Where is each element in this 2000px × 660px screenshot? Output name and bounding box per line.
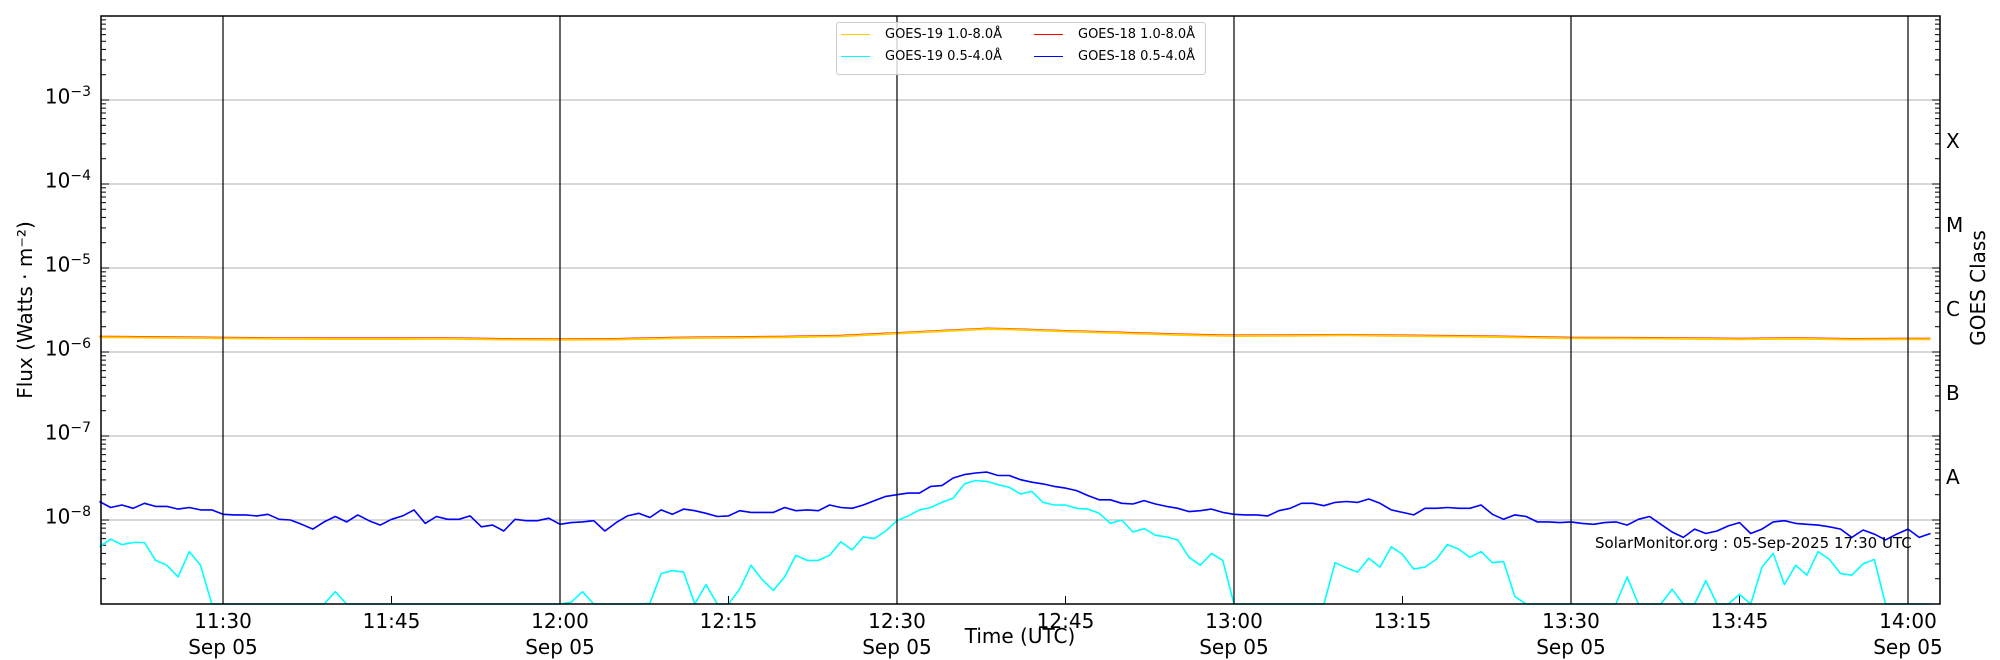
- legend-label: GOES-19 1.0-8.0Å: [885, 27, 1003, 42]
- x-tick-label: 13:45: [1679, 608, 1799, 634]
- x-tick-label: 11:45: [331, 608, 451, 634]
- x-tick-label: 13:15: [1342, 608, 1462, 634]
- legend-label: GOES-18 1.0-8.0Å: [1078, 27, 1196, 42]
- x-tick-time: 11:45: [362, 609, 421, 633]
- legend-item: GOES-18 0.5-4.0Å: [1034, 49, 1195, 64]
- goes-class-label: M: [1946, 213, 1964, 237]
- x-tick-label: 11:30 Sep 05: [163, 608, 283, 660]
- y-tick-label: 10−4: [21, 168, 91, 193]
- series-line-goes-19-1-0-8-0-: [99, 328, 1931, 341]
- x-tick-time: 14:00: [1879, 609, 1937, 633]
- credit-annotation: SolarMonitor.org : 05-Sep-2025 17:30 UTC: [1595, 534, 1912, 552]
- y-tick-label: 10−3: [21, 84, 91, 109]
- goes-class-label: X: [1946, 129, 1960, 153]
- legend-label: GOES-19 0.5-4.0Å: [885, 49, 1003, 64]
- x-tick-label: 14:00 Sep 05: [1848, 608, 1968, 660]
- y-tick-label: 10−7: [21, 420, 91, 445]
- y-axis-label: Flux (Watts · m⁻²): [13, 221, 37, 399]
- x-tick-time: 13:00: [1205, 609, 1263, 633]
- legend-swatch: [1034, 56, 1063, 57]
- y-tick-base: 10: [44, 504, 71, 529]
- x-tick-date: Sep 05: [862, 635, 932, 659]
- x-tick-label: 13:00 Sep 05: [1174, 608, 1294, 660]
- x-tick-time: 12:45: [1036, 609, 1095, 633]
- series-line-goes-18-0-5-4-0-: [99, 471, 1931, 541]
- x-tick-time: 13:45: [1710, 609, 1769, 633]
- y-tick-label: 10−8: [21, 504, 91, 529]
- y-tick-base: 10: [44, 252, 71, 277]
- x-tick-time: 13:30: [1542, 609, 1600, 633]
- x-tick-date: Sep 05: [1873, 635, 1943, 659]
- plot-frame: [100, 15, 1941, 605]
- x-tick-label: 13:30 Sep 05: [1511, 608, 1631, 660]
- goes-class-axis-label: GOES Class: [1966, 230, 1990, 346]
- legend-label: GOES-18 0.5-4.0Å: [1078, 49, 1196, 64]
- y-tick-exponent: −7: [70, 420, 91, 436]
- x-tick-time: 11:30: [194, 609, 252, 633]
- y-tick-exponent: −6: [70, 336, 91, 352]
- goes-class-label: A: [1946, 465, 1960, 489]
- legend-swatch: [1034, 34, 1063, 35]
- x-tick-time: 12:15: [699, 609, 758, 633]
- x-tick-date: Sep 05: [1536, 635, 1606, 659]
- x-tick-label: 12:45: [1005, 608, 1125, 634]
- y-tick-base: 10: [44, 168, 71, 193]
- y-tick-label: 10−5: [21, 252, 91, 277]
- x-tick-label: 12:00 Sep 05: [500, 608, 620, 660]
- y-tick-exponent: −4: [70, 168, 91, 184]
- goes-class-label: C: [1946, 297, 1960, 321]
- y-tick-exponent: −5: [70, 252, 91, 268]
- x-tick-time: 12:30: [868, 609, 926, 633]
- legend-swatch: [841, 34, 870, 35]
- y-tick-exponent: −8: [70, 504, 91, 520]
- x-tick-date: Sep 05: [188, 635, 258, 659]
- x-tick-time: 13:15: [1373, 609, 1432, 633]
- y-tick-base: 10: [44, 420, 71, 445]
- legend-item: GOES-19 0.5-4.0Å: [841, 49, 1002, 64]
- x-tick-label: 12:30 Sep 05: [837, 608, 957, 660]
- goes-class-label: B: [1946, 381, 1960, 405]
- y-tick-base: 10: [44, 336, 71, 361]
- legend: GOES-19 1.0-8.0Å GOES-19 0.5-4.0Å GOES-18 …: [836, 22, 1206, 75]
- y-tick-base: 10: [44, 84, 71, 109]
- x-tick-label: 12:15: [668, 608, 788, 634]
- legend-swatch: [841, 56, 870, 57]
- x-tick-date: Sep 05: [525, 635, 595, 659]
- y-tick-exponent: −3: [70, 84, 91, 100]
- x-axis-label: Time (UTC): [964, 624, 1076, 648]
- x-tick-date: Sep 05: [1199, 635, 1269, 659]
- y-tick-label: 10−6: [21, 336, 91, 361]
- x-tick-time: 12:00: [531, 609, 589, 633]
- legend-item: GOES-19 1.0-8.0Å: [841, 27, 1002, 42]
- legend-item: GOES-18 1.0-8.0Å: [1034, 27, 1195, 42]
